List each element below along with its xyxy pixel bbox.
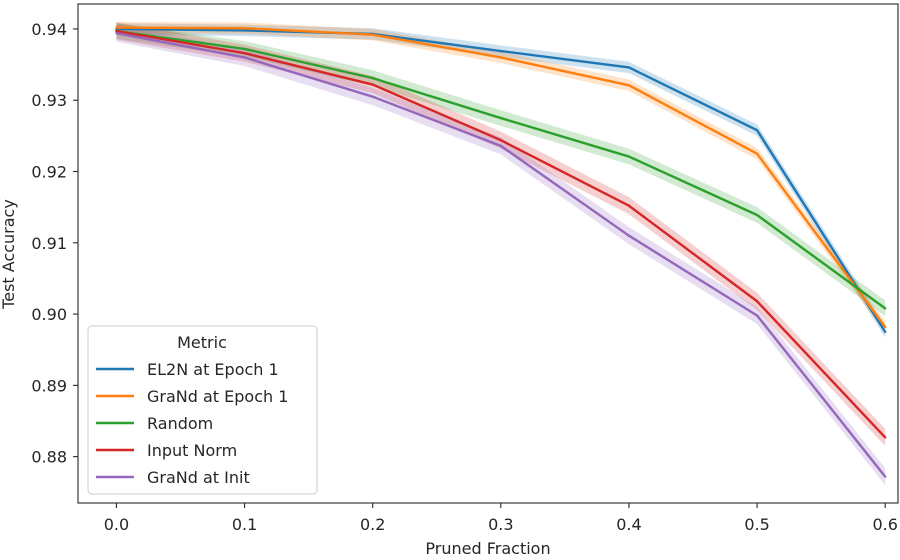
point-series-4 <box>883 475 887 478</box>
legend-label: Input Norm <box>147 441 237 460</box>
plot-frame <box>77 3 899 504</box>
point-series-3 <box>499 138 503 142</box>
y-tick-label: 0.88 <box>31 448 67 467</box>
point-series-1 <box>627 84 631 87</box>
point-series-2 <box>243 47 246 51</box>
point-series-2 <box>755 213 759 217</box>
point-series-1 <box>499 56 503 59</box>
legend-box <box>87 325 318 495</box>
y-tick-label: 0.93 <box>31 91 67 110</box>
point-series-2 <box>371 76 374 80</box>
point-series-1 <box>883 325 887 329</box>
point-series-4 <box>755 314 759 317</box>
point-series-2 <box>883 307 887 310</box>
point-series-4 <box>371 95 374 98</box>
x-tick-label: 0.0 <box>104 515 129 534</box>
legend-items: EL2N at Epoch 1 GraNd at Epoch 1 Random Inp… <box>96 360 288 487</box>
point-series-0 <box>243 29 246 32</box>
point-series-3 <box>115 29 118 33</box>
point-series-3 <box>627 204 631 207</box>
series-lines <box>115 26 887 478</box>
point-series-3 <box>755 300 759 303</box>
point-series-3 <box>243 51 246 55</box>
y-axis-label: Test Accuracy <box>0 199 18 310</box>
confidence-bands <box>116 21 886 486</box>
x-tick-label: 0.4 <box>616 515 641 534</box>
legend-label: GraNd at Init <box>147 468 250 487</box>
y-tick-label: 0.90 <box>31 305 67 324</box>
point-series-1 <box>371 33 374 36</box>
legend: Metric EL2N at Epoch 1 GraNd at Epoch 1 Ra… <box>87 325 318 495</box>
point-series-3 <box>371 83 374 86</box>
point-series-3 <box>883 436 887 439</box>
point-series-0 <box>627 66 631 69</box>
point-series-4 <box>627 234 631 237</box>
point-series-1 <box>115 26 118 29</box>
y-tick-label: 0.94 <box>31 20 67 39</box>
x-axis-label: Pruned Fraction <box>425 539 550 558</box>
legend-label: Random <box>147 414 213 433</box>
x-tick-label: 0.3 <box>488 515 513 534</box>
point-series-4 <box>115 32 118 35</box>
y-tick-label: 0.92 <box>31 163 67 182</box>
x-tick-label: 0.1 <box>232 515 257 534</box>
x-tick-label: 0.5 <box>744 515 769 534</box>
legend-title: Metric <box>177 333 227 352</box>
point-series-2 <box>499 116 503 120</box>
point-series-1 <box>243 27 246 30</box>
point-series-1 <box>755 152 759 155</box>
x-axis-ticks: 0.0 0.1 0.2 0.3 0.4 0.5 0.6 <box>104 503 898 534</box>
point-series-2 <box>627 155 631 158</box>
point-series-0 <box>755 128 759 132</box>
point-series-0 <box>499 49 503 53</box>
x-tick-label: 0.2 <box>360 515 385 534</box>
legend-label: EL2N at Epoch 1 <box>147 360 279 379</box>
y-axis-ticks: 0.88 0.89 0.90 0.91 0.92 0.93 0.94 <box>31 20 78 467</box>
legend-label: GraNd at Epoch 1 <box>147 387 288 406</box>
point-series-4 <box>243 56 246 59</box>
x-tick-label: 0.6 <box>872 515 897 534</box>
point-series-4 <box>499 144 503 148</box>
band-series-0 <box>116 23 886 338</box>
y-tick-label: 0.89 <box>31 376 67 395</box>
point-series-0 <box>883 330 887 334</box>
y-tick-label: 0.91 <box>31 234 67 253</box>
